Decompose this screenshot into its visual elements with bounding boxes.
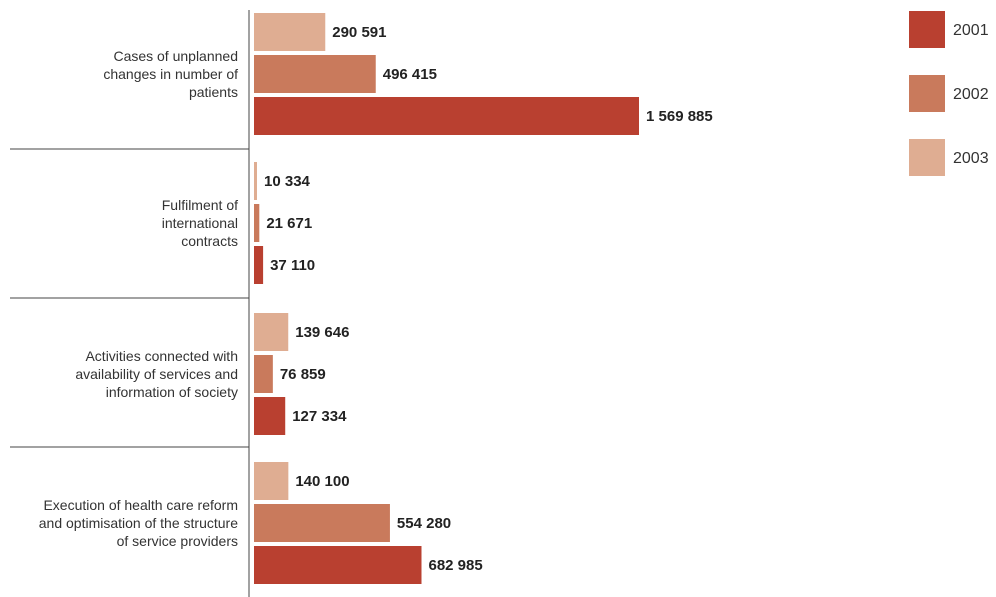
category-label: and optimisation of the structure [39,515,238,531]
legend-label: 2003 [953,150,989,167]
category-label: availability of services and [75,366,238,382]
value-label: 554 280 [397,515,451,532]
category-label: of service providers [117,533,238,549]
category-label: Cases of unplanned [113,48,238,64]
value-label: 76 859 [280,366,326,383]
value-label: 37 110 [270,257,315,274]
legend: 2001 2002 2003 [909,11,989,176]
bar-2002 [254,355,273,393]
value-label: 139 646 [295,324,349,341]
category-labels: Cases of unplanned changes in number of pa… [39,48,238,549]
legend-label: 2001 [953,22,989,39]
category-label: Activities connected with [85,348,238,364]
bar-2001 [254,397,286,435]
bar-2002 [254,504,390,542]
value-labels: 290 591 10 334 139 646 140 100 496 415 21 671… [264,24,713,574]
value-label: 682 985 [428,557,482,574]
group-separators [10,148,249,448]
bars [254,13,639,584]
value-label: 21 671 [266,215,312,232]
value-label: 290 591 [332,24,386,41]
bar-2001 [254,97,639,135]
value-label: 496 415 [383,66,437,83]
category-label: international [162,215,238,231]
bar-2003 [254,13,326,51]
category-label: patients [189,84,238,100]
category-label: changes in number of [103,66,238,82]
bar-2002 [254,55,376,93]
legend-swatch-2001 [909,11,945,48]
category-label: Fulfilment of [162,197,238,213]
value-label: 1 569 885 [646,108,713,125]
category-label: information of society [106,384,238,400]
category-label: Execution of health care reform [43,497,238,513]
category-label: contracts [181,233,238,249]
legend-label: 2002 [953,86,989,103]
bar-2001 [254,546,422,584]
value-label: 140 100 [295,473,349,490]
bar-2002 [254,204,260,242]
value-label: 127 334 [292,408,347,425]
bar-2001 [254,246,264,284]
bar-2003 [254,313,289,351]
value-label: 10 334 [264,173,311,190]
legend-swatch-2003 [909,139,945,176]
legend-swatch-2002 [909,75,945,112]
bar-2003 [254,162,257,200]
bar-2003 [254,462,289,500]
